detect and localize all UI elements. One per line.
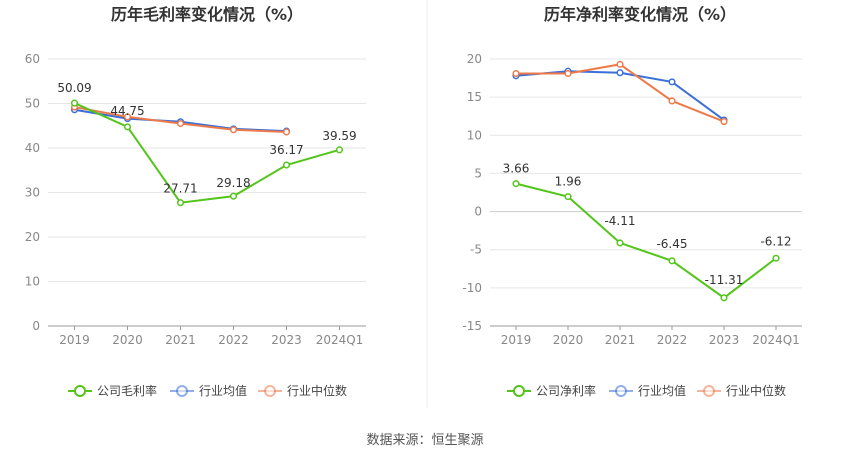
chart2-legend-marker[interactable] xyxy=(703,385,715,397)
chart2-series-line-1 xyxy=(515,70,725,121)
chart1-y-tick-label: 0 xyxy=(32,319,40,333)
chart2-x-tick-label: 2020 xyxy=(553,333,584,347)
chart2-data-point xyxy=(772,254,780,262)
chart1-y-tick-label: 30 xyxy=(25,186,40,200)
chart2-y-tick-label: -10 xyxy=(462,281,482,295)
chart1-legend-marker[interactable] xyxy=(74,385,86,397)
chart2-y-tick-label: -15 xyxy=(462,319,482,333)
chart2-y-tick-label: 5 xyxy=(474,166,482,180)
chart2-x-tick-label: 2019 xyxy=(501,333,532,347)
chart2-data-point xyxy=(720,294,728,302)
chart2-legend-label: 行业中位数 xyxy=(726,383,786,398)
chart2-y-tick-label: 10 xyxy=(467,128,482,142)
chart2-y-tick-label: 15 xyxy=(467,90,482,104)
chart1-x-tick-label: 2019 xyxy=(59,333,90,347)
chart1-x-tick-label: 2024Q1 xyxy=(316,333,364,347)
chart1-data-point xyxy=(70,99,79,107)
chart2-data-point xyxy=(616,60,624,68)
chart1-data-label: 36.17 xyxy=(269,143,303,157)
chart1-legend-label: 行业均值 xyxy=(199,383,247,398)
chart1-data-label: 50.09 xyxy=(57,81,91,95)
chart1-data-label: 27.71 xyxy=(163,182,197,196)
chart2-data-label: 1.96 xyxy=(555,175,582,189)
chart1-title: 历年毛利率变化情况（%） xyxy=(111,5,303,24)
chart1-x-tick-label: 2021 xyxy=(165,333,196,347)
chart1-data-label: 44.75 xyxy=(110,104,144,118)
chart2-x-tick-label: 2022 xyxy=(657,333,688,347)
chart1-data-point xyxy=(176,119,185,128)
chart2-data-point xyxy=(564,69,572,78)
chart2-data-point xyxy=(668,97,676,105)
chart1-y-tick-label: 50 xyxy=(25,97,40,111)
chart2-data-label: -6.45 xyxy=(656,237,687,251)
chart2-y-tick-label: -5 xyxy=(470,243,482,257)
chart2-data-label: 3.66 xyxy=(503,162,530,176)
chart2-series-line-0 xyxy=(515,182,777,300)
chart2-legend-marker[interactable] xyxy=(615,385,627,397)
chart1-legend-marker[interactable] xyxy=(176,385,188,397)
chart2-data-point xyxy=(616,69,624,77)
chart2-x-tick-label: 2021 xyxy=(605,333,636,347)
chart1-y-tick-label: 40 xyxy=(25,141,40,155)
chart1-data-label: 39.59 xyxy=(322,129,356,143)
chart1-data-point xyxy=(123,113,132,121)
chart2-data-point xyxy=(668,78,676,86)
chart1-data-point xyxy=(229,126,238,134)
chart2-legend-marker[interactable] xyxy=(513,385,525,397)
chart1-y-tick-label: 60 xyxy=(25,52,40,66)
chart1-x-tick-label: 2023 xyxy=(271,333,302,347)
chart2-x-tick-label: 2023 xyxy=(709,333,740,347)
chart2-data-point xyxy=(668,257,676,265)
chart1-data-point xyxy=(282,161,291,169)
chart2-data-point xyxy=(512,180,520,188)
chart2-title: 历年净利率变化情况（%） xyxy=(544,5,736,24)
data-source-note: 数据来源：恒生聚源 xyxy=(366,433,484,448)
chart1-x-tick-label: 2022 xyxy=(218,333,249,347)
chart2-data-point xyxy=(720,118,728,126)
chart1-data-point xyxy=(335,146,344,154)
chart1-legend-marker[interactable] xyxy=(264,385,276,397)
chart1-data-label: 29.18 xyxy=(216,176,250,190)
chart2-data-point xyxy=(616,239,624,247)
chart2-data-label: -6.12 xyxy=(760,234,791,248)
chart1-y-tick-label: 10 xyxy=(25,275,40,289)
chart2-data-label: -11.31 xyxy=(705,273,744,287)
chart2-data-label: -4.11 xyxy=(604,214,635,228)
chart2-legend-label: 公司净利率 xyxy=(536,383,596,398)
chart2-y-tick-label: 20 xyxy=(467,52,482,66)
chart2-y-tick-label: 0 xyxy=(474,205,482,219)
chart1-x-tick-label: 2020 xyxy=(112,333,143,347)
chart1-legend-label: 公司毛利率 xyxy=(97,383,157,398)
chart1-legend-label: 行业中位数 xyxy=(287,383,347,398)
chart2-data-point xyxy=(512,69,520,78)
chart1-data-point xyxy=(282,128,291,136)
chart1-y-tick-label: 20 xyxy=(25,230,40,244)
chart2-legend-label: 行业均值 xyxy=(638,383,686,398)
chart1-series-line-0 xyxy=(74,102,340,204)
chart2-data-point xyxy=(564,193,572,201)
chart2-x-tick-label: 2024Q1 xyxy=(752,333,800,347)
chart1-data-point xyxy=(176,199,185,207)
chart1-data-point xyxy=(229,192,238,200)
chart1-data-point xyxy=(123,123,132,131)
